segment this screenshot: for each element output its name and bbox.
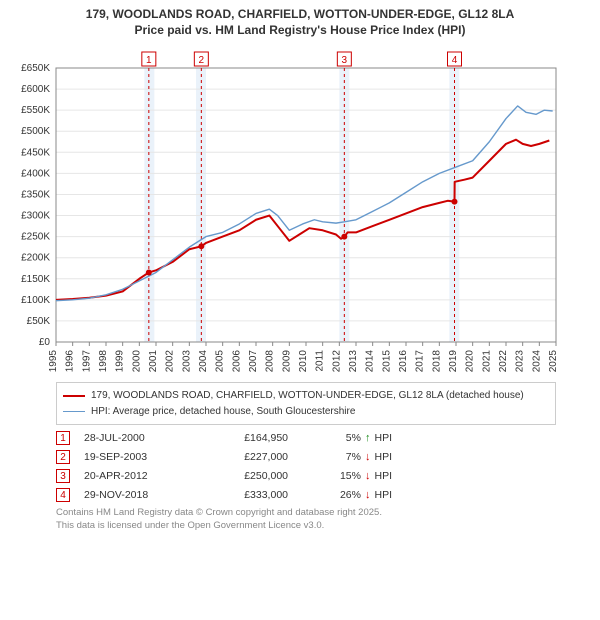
arrow-down-icon: ↓ <box>365 451 371 463</box>
footer-attribution: Contains HM Land Registry data © Crown c… <box>56 507 556 533</box>
svg-text:£450K: £450K <box>21 148 50 159</box>
sales-diff: 7% ↓HPI <box>302 451 392 463</box>
svg-text:2002: 2002 <box>165 350 176 373</box>
sales-diff-pct: 15% <box>340 470 361 482</box>
sales-marker-box: 3 <box>56 469 70 483</box>
sales-diff-pct: 26% <box>340 489 361 501</box>
sales-marker-box: 1 <box>56 431 70 445</box>
sales-diff-vs: HPI <box>374 432 392 444</box>
svg-text:2006: 2006 <box>231 350 242 373</box>
svg-text:2: 2 <box>199 55 205 66</box>
sales-diff-vs: HPI <box>374 489 392 501</box>
legend-label: 179, WOODLANDS ROAD, CHARFIELD, WOTTON-U… <box>91 388 524 403</box>
legend-item: 179, WOODLANDS ROAD, CHARFIELD, WOTTON-U… <box>63 388 549 403</box>
sales-diff: 5% ↑HPI <box>302 432 392 444</box>
sales-price: £164,950 <box>208 432 288 444</box>
sales-date: 20-APR-2012 <box>84 470 194 482</box>
svg-text:2005: 2005 <box>215 350 226 373</box>
chart-title: 179, WOODLANDS ROAD, CHARFIELD, WOTTON-U… <box>8 6 592 38</box>
chart-legend: 179, WOODLANDS ROAD, CHARFIELD, WOTTON-U… <box>56 382 556 425</box>
sales-date: 29-NOV-2018 <box>84 489 194 501</box>
svg-text:2009: 2009 <box>281 350 292 373</box>
svg-text:2016: 2016 <box>398 350 409 373</box>
sales-date: 19-SEP-2003 <box>84 451 194 463</box>
svg-text:2015: 2015 <box>381 350 392 373</box>
svg-text:2001: 2001 <box>148 350 159 373</box>
sales-diff: 26% ↓HPI <box>302 489 392 501</box>
svg-text:£300K: £300K <box>21 211 50 222</box>
sales-row: 3 20-APR-2012 £250,000 15% ↓HPI <box>56 469 556 483</box>
sales-date: 28-JUL-2000 <box>84 432 194 444</box>
svg-text:2004: 2004 <box>198 350 209 373</box>
sales-diff-vs: HPI <box>374 451 392 463</box>
legend-swatch <box>63 395 85 397</box>
sales-diff-pct: 7% <box>346 451 361 463</box>
svg-text:£150K: £150K <box>21 274 50 285</box>
sales-marker-box: 4 <box>56 488 70 502</box>
svg-text:4: 4 <box>452 55 458 66</box>
title-line-2: Price paid vs. HM Land Registry's House … <box>8 22 592 38</box>
svg-text:1997: 1997 <box>81 350 92 373</box>
svg-text:1999: 1999 <box>115 350 126 373</box>
sales-row: 4 29-NOV-2018 £333,000 26% ↓HPI <box>56 488 556 502</box>
svg-text:2012: 2012 <box>331 350 342 373</box>
svg-text:2019: 2019 <box>448 350 459 373</box>
svg-text:£650K: £650K <box>21 63 50 74</box>
footer-line-2: This data is licensed under the Open Gov… <box>56 520 556 533</box>
svg-text:1996: 1996 <box>65 350 76 373</box>
svg-text:3: 3 <box>342 55 348 66</box>
legend-label: HPI: Average price, detached house, Sout… <box>91 404 355 419</box>
svg-text:2014: 2014 <box>365 350 376 373</box>
legend-swatch <box>63 411 85 412</box>
svg-text:£400K: £400K <box>21 169 50 180</box>
svg-text:£100K: £100K <box>21 295 50 306</box>
footer-line-1: Contains HM Land Registry data © Crown c… <box>56 507 556 520</box>
svg-text:2017: 2017 <box>415 350 426 373</box>
sales-diff: 15% ↓HPI <box>302 470 392 482</box>
sales-row: 1 28-JUL-2000 £164,950 5% ↑HPI <box>56 431 556 445</box>
sales-row: 2 19-SEP-2003 £227,000 7% ↓HPI <box>56 450 556 464</box>
svg-text:2008: 2008 <box>265 350 276 373</box>
sales-price: £333,000 <box>208 489 288 501</box>
arrow-down-icon: ↓ <box>365 470 371 482</box>
svg-text:2011: 2011 <box>315 350 326 372</box>
sales-price: £250,000 <box>208 470 288 482</box>
svg-text:1995: 1995 <box>48 350 59 373</box>
svg-text:2013: 2013 <box>348 350 359 373</box>
sales-table: 128-JUL-2000£164,9505%↑HPI219-SEP-2003£2… <box>56 431 556 502</box>
arrow-up-icon: ↑ <box>365 432 371 444</box>
svg-text:2003: 2003 <box>181 350 192 373</box>
legend-item: HPI: Average price, detached house, Sout… <box>63 404 549 419</box>
svg-text:£0: £0 <box>39 337 51 348</box>
svg-text:£600K: £600K <box>21 84 50 95</box>
title-line-1: 179, WOODLANDS ROAD, CHARFIELD, WOTTON-U… <box>8 6 592 22</box>
svg-text:£50K: £50K <box>27 316 51 327</box>
arrow-down-icon: ↓ <box>365 489 371 501</box>
sales-diff-vs: HPI <box>374 470 392 482</box>
svg-text:2024: 2024 <box>531 350 542 373</box>
page-root: 179, WOODLANDS ROAD, CHARFIELD, WOTTON-U… <box>0 0 600 537</box>
svg-text:£550K: £550K <box>21 106 50 117</box>
svg-text:£250K: £250K <box>21 232 50 243</box>
svg-text:£500K: £500K <box>21 127 50 138</box>
svg-text:2022: 2022 <box>498 350 509 373</box>
svg-text:1998: 1998 <box>98 350 109 373</box>
sales-diff-pct: 5% <box>346 432 361 444</box>
svg-text:2023: 2023 <box>515 350 526 373</box>
svg-text:£200K: £200K <box>21 253 50 264</box>
sales-marker-box: 2 <box>56 450 70 464</box>
chart-area: £0 £50K £100K £150K £200K £250K £300K £350K £400… <box>8 44 592 374</box>
svg-text:1: 1 <box>146 55 152 66</box>
svg-text:2021: 2021 <box>481 350 492 373</box>
sales-price: £227,000 <box>208 451 288 463</box>
svg-text:2018: 2018 <box>431 350 442 373</box>
svg-text:£350K: £350K <box>21 190 50 201</box>
svg-text:2025: 2025 <box>548 350 559 373</box>
svg-text:2007: 2007 <box>248 350 259 373</box>
svg-text:2000: 2000 <box>131 350 142 373</box>
svg-text:2010: 2010 <box>298 350 309 373</box>
line-chart-svg: £0 £50K £100K £150K £200K £250K £300K £350K £400… <box>8 44 568 374</box>
svg-text:2020: 2020 <box>465 350 476 373</box>
